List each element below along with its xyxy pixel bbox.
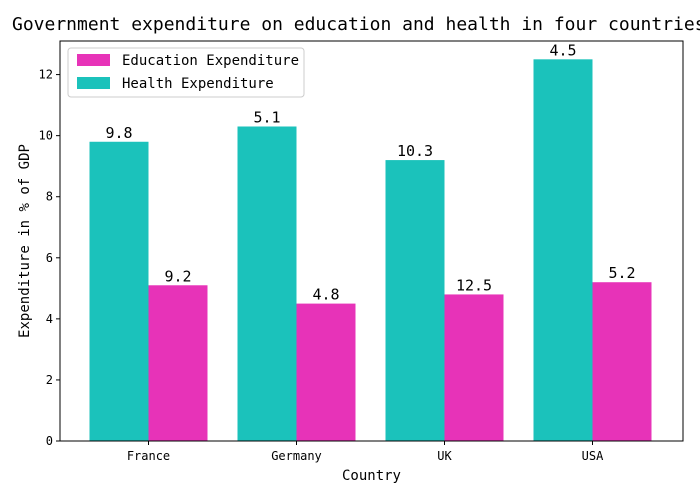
bar-health-uk <box>385 160 445 441</box>
bars <box>89 59 652 441</box>
y-tick-label: 10 <box>39 129 53 143</box>
x-axis-label: Country <box>342 468 401 484</box>
y-axis-ticks: 0 2 4 6 8 10 12 <box>39 68 60 448</box>
legend-label-health: Health Expenditure <box>122 76 274 92</box>
legend-swatch-education <box>77 54 110 66</box>
bar-education-germany <box>296 303 356 441</box>
y-tick-label: 12 <box>39 68 53 82</box>
bar-education-usa <box>592 282 652 441</box>
bar-label-health-usa: 4.5 <box>549 41 576 59</box>
bar-health-france <box>89 141 149 441</box>
bar-label-health-germany: 5.1 <box>253 108 280 126</box>
bar-label-education-france: 9.2 <box>164 267 191 285</box>
x-tick-label-france: France <box>127 449 170 463</box>
y-tick-label: 2 <box>46 373 53 387</box>
x-axis-ticks: France Germany UK USA <box>127 441 604 463</box>
legend-label-education: Education Expenditure <box>122 53 299 69</box>
y-tick-label: 0 <box>46 434 53 448</box>
bar-label-health-france: 9.8 <box>105 124 132 142</box>
bar-label-education-germany: 4.8 <box>312 286 339 304</box>
bar-labels: 9.8 9.2 5.1 4.8 10.3 12.5 4.5 5.2 <box>105 41 635 303</box>
x-tick-label-usa: USA <box>582 449 604 463</box>
y-tick-label: 4 <box>46 312 53 326</box>
bar-label-education-usa: 5.2 <box>608 264 635 282</box>
y-tick-label: 6 <box>46 251 53 265</box>
bar-health-germany <box>237 126 297 441</box>
x-tick-label-germany: Germany <box>271 449 322 463</box>
chart-title: Government expenditure on education and … <box>12 14 700 35</box>
bar-education-uk <box>444 294 504 441</box>
legend-box <box>67 47 305 98</box>
bar-label-education-uk: 12.5 <box>456 276 492 294</box>
bar-health-usa <box>533 59 593 441</box>
y-tick-label: 8 <box>46 190 53 204</box>
y-axis-label: Expenditure in % of GDP <box>17 144 33 338</box>
legend-swatch-health <box>77 77 110 89</box>
bar-education-france <box>148 285 208 441</box>
bar-label-health-uk: 10.3 <box>397 142 433 160</box>
legend: Education Expenditure Health Expenditure <box>67 47 305 98</box>
plot-frame <box>59 40 684 442</box>
x-tick-label-uk: UK <box>437 449 452 463</box>
